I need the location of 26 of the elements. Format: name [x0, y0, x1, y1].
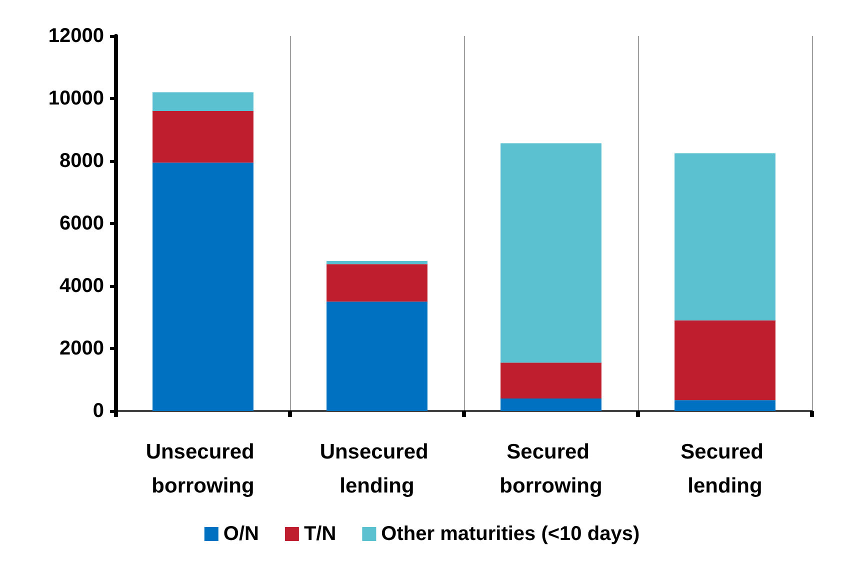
- legend-label: Other maturities (<10 days): [381, 523, 640, 545]
- y-tick-label: 6000: [60, 212, 104, 234]
- bar: [152, 111, 254, 163]
- legend-label: O/N: [223, 523, 259, 545]
- bar: [326, 261, 428, 264]
- bar: [152, 162, 254, 411]
- legend-label: T/N: [304, 523, 336, 545]
- y-tick-label: 4000: [60, 275, 104, 297]
- bar: [674, 400, 776, 411]
- bar: [326, 264, 428, 302]
- bar: [326, 302, 428, 411]
- bar: [674, 320, 776, 400]
- y-tick-label: 10000: [48, 88, 104, 110]
- x-tick-label: Unsecured lending: [320, 440, 434, 498]
- x-tick-label: Secured borrowing: [500, 440, 602, 498]
- bar: [152, 92, 254, 111]
- y-tick-label: 8000: [60, 150, 104, 172]
- y-tick-label: 2000: [60, 338, 104, 360]
- x-tick-label: Unsecured borrowing: [146, 440, 260, 498]
- x-tick-label: Secured lending: [680, 440, 770, 498]
- bar: [674, 153, 776, 320]
- bar: [500, 143, 602, 363]
- y-tick-label: 0: [92, 400, 104, 422]
- y-tick-label: 12000: [48, 25, 104, 47]
- bar: [500, 398, 602, 411]
- bar: [500, 362, 602, 398]
